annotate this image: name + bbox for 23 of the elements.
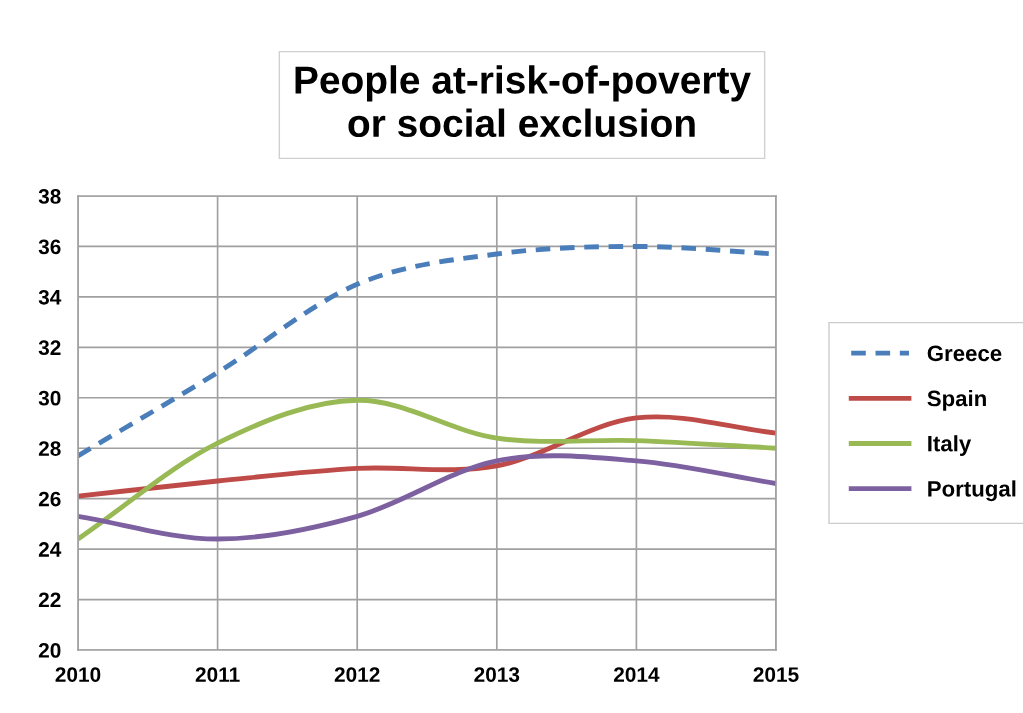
y-tick-label: 24 <box>38 542 62 557</box>
legend-label: Spain <box>927 390 986 411</box>
x-tick-label: 2010 <box>55 667 101 682</box>
line-series <box>78 414 776 499</box>
y-tick-label: 30 <box>38 390 61 406</box>
legend-label: Italy <box>928 435 972 456</box>
x-tick-label: 2015 <box>753 667 799 682</box>
x-tick-label: 2013 <box>474 667 520 682</box>
y-tick-label: 28 <box>38 441 61 456</box>
legend-label: Greece <box>927 345 1002 362</box>
y-tick-label: 26 <box>38 491 61 507</box>
y-tick-label: 38 <box>38 189 61 204</box>
y-tick-label: 32 <box>38 340 61 356</box>
y-tick-label: 36 <box>38 239 61 255</box>
chart-title: People at-risk-of-poverty or social exclusion <box>295 65 751 138</box>
y-tick-label: 20 <box>38 643 61 658</box>
x-tick-label: 2014 <box>613 667 660 682</box>
line-series <box>78 397 776 542</box>
x-tick-label: 2012 <box>334 667 380 682</box>
legend-label: Portugal <box>928 480 1016 502</box>
y-tick-label: 22 <box>38 592 61 608</box>
y-tick-label: 34 <box>38 289 62 305</box>
x-tick-label: 2011 <box>195 667 240 682</box>
